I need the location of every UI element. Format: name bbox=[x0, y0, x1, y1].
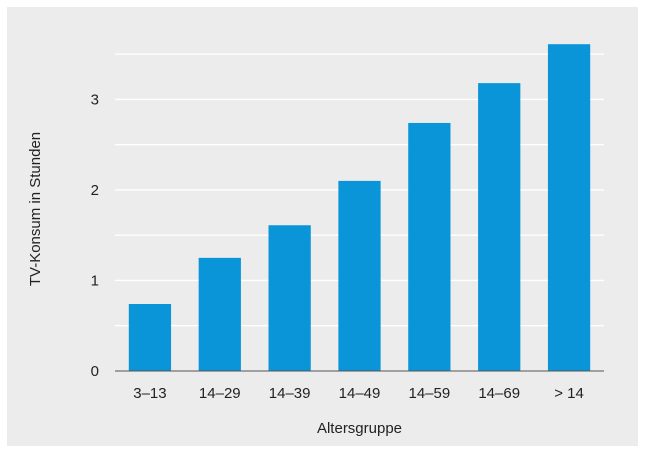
bar-chart: 0 1 2 3 3–13 14–29 14–39 14–49 14–59 14–69 > 14 A… bbox=[27, 44, 604, 437]
bar-4 bbox=[338, 180, 381, 371]
y-tick-labels: 0 1 2 3 bbox=[91, 91, 99, 380]
x-tick-label: 14–69 bbox=[478, 385, 520, 402]
x-tick-label: 14–29 bbox=[199, 385, 241, 402]
x-tick-label: 3–13 bbox=[133, 385, 166, 402]
y-tick-label: 0 bbox=[91, 363, 99, 380]
chart-panel: 0 1 2 3 3–13 14–29 14–39 14–49 14–59 14–69 > 14 A… bbox=[7, 7, 638, 446]
x-tick-label: 14–39 bbox=[269, 385, 311, 402]
bar-5 bbox=[408, 122, 451, 372]
bar-1 bbox=[128, 304, 172, 371]
y-axis-title: TV-Konsum in Stunden bbox=[27, 132, 44, 286]
bar-7 bbox=[547, 44, 591, 371]
y-tick-label: 1 bbox=[91, 272, 99, 289]
x-tick-label: 14–49 bbox=[339, 385, 381, 402]
x-tick-labels: 3–13 14–29 14–39 14–49 14–59 14–69 > 14 bbox=[133, 385, 584, 402]
x-tick-label: > 14 bbox=[554, 385, 584, 402]
bar-6 bbox=[478, 83, 521, 371]
x-axis-title: Altersgruppe bbox=[317, 420, 402, 437]
bar-2 bbox=[198, 257, 241, 371]
bars bbox=[128, 44, 591, 372]
y-tick-label: 3 bbox=[91, 91, 99, 108]
bar-3 bbox=[268, 225, 311, 371]
y-tick-label: 2 bbox=[91, 182, 99, 199]
x-tick-label: 14–59 bbox=[408, 385, 450, 402]
